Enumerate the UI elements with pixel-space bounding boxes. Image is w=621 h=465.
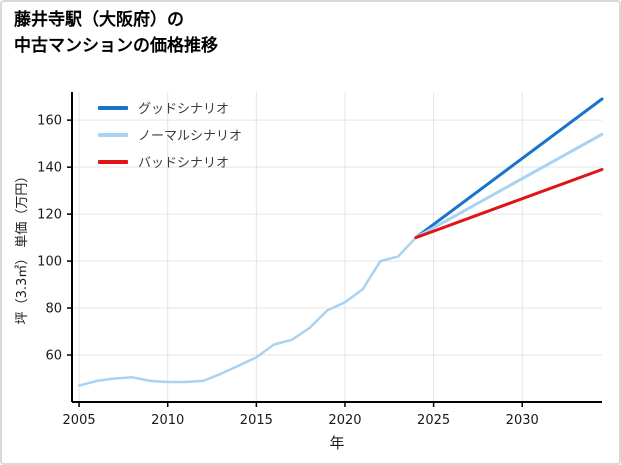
x-tick-label: 2020 <box>328 413 361 428</box>
series-line-history <box>77 236 418 387</box>
y-tick-label: 60 <box>45 349 62 364</box>
x-tick-label: 2010 <box>151 413 184 428</box>
x-axis-label: 年 <box>329 434 344 452</box>
x-tick-label: 2005 <box>63 413 96 428</box>
chart-title-line2: 中古マンションの価格推移 <box>14 35 218 56</box>
y-tick-label: 120 <box>37 208 62 223</box>
legend-swatch-bad <box>98 159 128 164</box>
y-tick-label: 140 <box>37 161 62 176</box>
legend-label-bad: バッドシナリオ <box>138 156 230 171</box>
chart-title: 藤井寺駅（大阪府）の 中古マンションの価格推移 <box>14 8 218 59</box>
legend-item-good: グッドシナリオ <box>98 94 242 121</box>
y-tick-label: 160 <box>37 114 62 129</box>
x-tick-label: 2030 <box>506 413 539 428</box>
legend-swatch-normal <box>98 132 128 137</box>
chart-title-line1: 藤井寺駅（大阪府）の <box>14 10 184 30</box>
y-axis-label: 坪（3.3㎡） 単価（万円） <box>14 170 30 325</box>
y-tick-label: 100 <box>37 255 62 270</box>
legend-item-normal: ノーマルシナリオ <box>98 121 242 148</box>
series-line-normal <box>414 132 604 240</box>
legend-item-bad: バッドシナリオ <box>98 148 242 175</box>
x-tick-label: 2015 <box>240 413 273 428</box>
legend-label-normal: ノーマルシナリオ <box>138 129 243 144</box>
legend-swatch-good <box>98 105 128 110</box>
y-tick-label: 80 <box>45 302 62 317</box>
legend: グッドシナリオ ノーマルシナリオ バッドシナリオ <box>98 94 242 175</box>
series-line-good <box>414 97 604 240</box>
legend-label-good: グッドシナリオ <box>138 102 230 117</box>
x-tick-label: 2025 <box>417 413 450 428</box>
series-line-bad <box>414 168 604 240</box>
